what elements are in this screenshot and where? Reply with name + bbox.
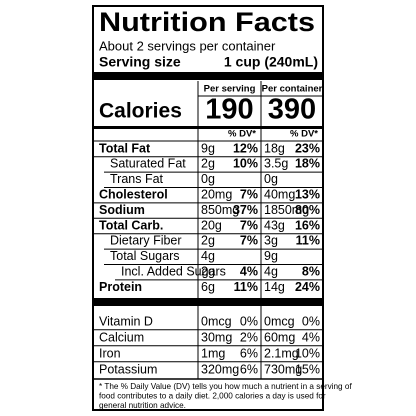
daily-value: 7% <box>240 234 258 248</box>
calories-value: 190 <box>205 94 253 126</box>
daily-value: 6% <box>240 346 258 360</box>
thick-rule <box>93 298 323 306</box>
amount: 1850mg <box>264 203 309 217</box>
amount: 850mg <box>201 203 239 217</box>
dv-header: % DV* <box>228 129 256 140</box>
calories-value: 390 <box>268 94 316 126</box>
nutrient-name: Iron <box>99 346 121 360</box>
nutrient-name: Cholesterol <box>99 187 168 201</box>
amount: 9g <box>201 141 215 155</box>
serving-size-label: Serving size <box>99 54 181 70</box>
nutrient-name: Calcium <box>99 330 144 344</box>
daily-value: 37% <box>233 203 258 217</box>
daily-value: 6% <box>240 362 258 376</box>
column-header: Per container <box>262 84 323 95</box>
nutrient-name: Total Fat <box>99 141 151 155</box>
daily-value: 11% <box>234 280 258 294</box>
nutrient-name: Sodium <box>99 203 145 217</box>
nutrient-name: Vitamin D <box>99 314 153 328</box>
amount: 14g <box>264 280 285 294</box>
amount: 730mg <box>264 362 302 376</box>
amount: 60mg <box>264 330 295 344</box>
column-header: Per serving <box>204 84 256 95</box>
daily-value: 18% <box>295 157 320 171</box>
amount: 9g <box>264 249 278 263</box>
thick-rule <box>93 72 323 80</box>
serving-size-value: 1 cup (240mL) <box>224 54 318 70</box>
amount: 40mg <box>264 187 295 201</box>
daily-value: 8% <box>302 264 320 278</box>
nutrient-name: Trans Fat <box>110 172 164 186</box>
calories-label: Calories <box>99 100 182 123</box>
amount: 6g <box>201 280 215 294</box>
amount: 2.1mg <box>264 346 299 360</box>
daily-value: 4% <box>302 330 320 344</box>
daily-value: 4% <box>240 264 258 278</box>
amount: 43g <box>264 218 285 232</box>
amount: 20mg <box>201 187 232 201</box>
nutrient-name: Saturated Fat <box>110 157 186 171</box>
daily-value: 11% <box>296 234 320 248</box>
amount: 30mg <box>201 330 232 344</box>
nutrient-name: Incl. Added Sugars <box>121 264 226 278</box>
daily-value: 13% <box>295 187 320 201</box>
amount: 2g <box>201 264 215 278</box>
amount: 18g <box>264 141 285 155</box>
amount: 2g <box>201 157 215 171</box>
daily-value: 10% <box>233 157 258 171</box>
amount: 4g <box>201 249 215 263</box>
daily-value: 16% <box>295 218 320 232</box>
nutrient-name: Potassium <box>99 362 157 376</box>
daily-value: 2% <box>240 330 258 344</box>
amount: 1mg <box>201 346 225 360</box>
nutrient-name: Protein <box>99 280 142 294</box>
amount: 0mcg <box>264 314 295 328</box>
label-border <box>92 5 324 411</box>
daily-value: 7% <box>240 187 258 201</box>
amount: 2g <box>201 234 215 248</box>
daily-value: 7% <box>240 218 258 232</box>
footnote: food contributes to a daily diet. 2,000 … <box>99 392 326 401</box>
title: Nutrition Facts <box>99 7 315 37</box>
footnote: * The % Daily Value (DV) tells you how m… <box>99 382 352 391</box>
servings: About 2 servings per container <box>99 38 276 53</box>
amount: 3.5g <box>264 157 288 171</box>
amount: 0mcg <box>201 314 232 328</box>
medium-rule <box>93 126 323 129</box>
amount: 20g <box>201 218 222 232</box>
nutrient-name: Total Sugars <box>110 249 179 263</box>
amount: 0g <box>264 172 278 186</box>
amount: 4g <box>264 264 278 278</box>
amount: 0g <box>201 172 215 186</box>
amount: 3g <box>264 234 278 248</box>
nutrient-name: Total Carb. <box>99 218 163 232</box>
dv-header: % DV* <box>290 129 318 140</box>
daily-value: 0% <box>302 314 320 328</box>
daily-value: 0% <box>240 314 258 328</box>
amount: 320mg <box>201 362 239 376</box>
daily-value: 23% <box>295 141 320 155</box>
daily-value: 15% <box>295 362 320 376</box>
footnote: general nutrition advice. <box>99 401 186 410</box>
daily-value: 80% <box>295 203 320 217</box>
daily-value: 24% <box>295 280 320 294</box>
daily-value: 10% <box>295 346 320 360</box>
daily-value: 12% <box>233 141 258 155</box>
nutrient-name: Dietary Fiber <box>110 234 182 248</box>
